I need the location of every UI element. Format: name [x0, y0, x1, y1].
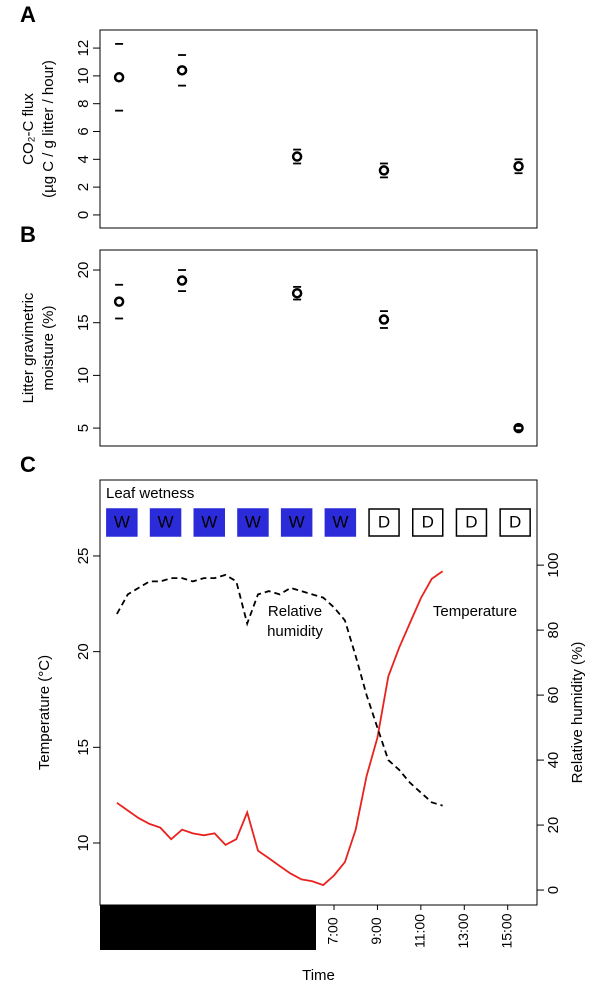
- x-tick-label: 3:00: [238, 917, 254, 944]
- y-tick-label: 20: [75, 643, 92, 660]
- y-tick-label: 20: [75, 262, 92, 279]
- y-tick-label: 2: [75, 183, 92, 191]
- x-tick-label: 15:00: [498, 913, 514, 948]
- leaf-wetness-state: D: [422, 512, 434, 531]
- y-axis-label: Litter gravimetric: [20, 292, 37, 403]
- leaf-wetness-state: W: [158, 512, 174, 531]
- y-tick-label: 6: [75, 127, 92, 135]
- panel-label: B: [20, 222, 36, 247]
- leaf-wetness-state: W: [332, 512, 348, 531]
- y2-axis-label: Relative humidity (%): [569, 642, 586, 784]
- data-point: [291, 287, 303, 299]
- leaf-wetness-box: [280, 508, 313, 537]
- x-tick-label: 9:00: [368, 917, 384, 944]
- leaf-wetness-box: [149, 508, 182, 537]
- data-point: [291, 151, 303, 162]
- data-point: [113, 296, 125, 307]
- leaf-wetness-state: D: [378, 512, 390, 531]
- data-point: [513, 161, 524, 172]
- y-tick-label: 8: [75, 100, 92, 108]
- x-axis-label: Time: [302, 967, 335, 984]
- y-tick-label: 10: [75, 68, 92, 85]
- leaf-wetness-box: [455, 508, 488, 537]
- leaf-wetness-box: [324, 508, 357, 537]
- y-axis-label: (µg C / g litter / hour): [40, 60, 57, 198]
- leaf-wetness-box: [193, 508, 225, 537]
- y2-tick-label: 60: [545, 687, 562, 704]
- leaf-wetness-state: W: [289, 512, 305, 531]
- leaf-wetness-label: Leaf wetness: [106, 485, 194, 502]
- y-axis-label: CO₂-C flux: [20, 93, 37, 165]
- leaf-wetness-box: [499, 508, 531, 537]
- y2-tick-label: 0: [545, 886, 562, 894]
- x-tick-label: 7:00: [325, 917, 341, 944]
- leaf-wetness-state: W: [245, 512, 261, 531]
- dark-period: [100, 905, 317, 950]
- y-tick-label: 10: [75, 367, 92, 384]
- x-tick-label: 11:00: [412, 914, 428, 948]
- line-series: [116, 570, 444, 887]
- y-axis-label: moisture (%): [40, 305, 57, 390]
- data-point: [113, 72, 125, 83]
- leaf-wetness-box: [368, 508, 400, 537]
- y2-tick-label: 100: [545, 553, 562, 578]
- leaf-wetness-state: D: [509, 512, 521, 531]
- plot-frame: [99, 479, 538, 906]
- leaf-wetness-box: [237, 508, 269, 537]
- y2-tick-label: 40: [545, 752, 562, 769]
- data-point: [378, 314, 390, 325]
- y-tick-label: 0: [75, 211, 92, 219]
- leaf-wetness-state: W: [201, 512, 217, 531]
- y-tick-label: 4: [75, 155, 92, 163]
- panel-label: C: [20, 452, 36, 477]
- y-tick-label: 5: [75, 424, 92, 432]
- x-tick-label: 13:00: [455, 913, 471, 948]
- line-series: [116, 573, 443, 807]
- annotation: humidity: [267, 623, 323, 640]
- leaf-wetness-box: [106, 508, 138, 537]
- x-tick-label: 23:00: [151, 913, 167, 948]
- x-tick-label: 21:00: [108, 913, 124, 948]
- y-tick-label: 25: [75, 548, 92, 565]
- plot-frame: [99, 249, 538, 447]
- y-tick-label: 15: [75, 314, 92, 331]
- annotation: Temperature: [433, 603, 517, 620]
- y2-tick-label: 20: [545, 817, 562, 834]
- annotation: Relative: [268, 603, 322, 620]
- leaf-wetness-state: D: [465, 512, 477, 531]
- y-tick-label: 15: [75, 739, 92, 756]
- y-tick-label: 12: [75, 40, 92, 57]
- plot-frame: [99, 29, 538, 229]
- data-point: [378, 165, 390, 176]
- y2-tick-label: 80: [545, 622, 562, 639]
- y-axis-label: Temperature (°C): [36, 655, 53, 770]
- y-tick-label: 10: [75, 835, 92, 852]
- leaf-wetness-box: [412, 508, 444, 537]
- data-point: [176, 65, 188, 76]
- x-tick-label: 5:00: [281, 917, 297, 944]
- data-point: [176, 275, 188, 286]
- x-tick-label: 1:00: [194, 917, 210, 944]
- panel-label: A: [20, 2, 36, 27]
- data-point: [513, 422, 524, 434]
- leaf-wetness-state: W: [114, 512, 130, 531]
